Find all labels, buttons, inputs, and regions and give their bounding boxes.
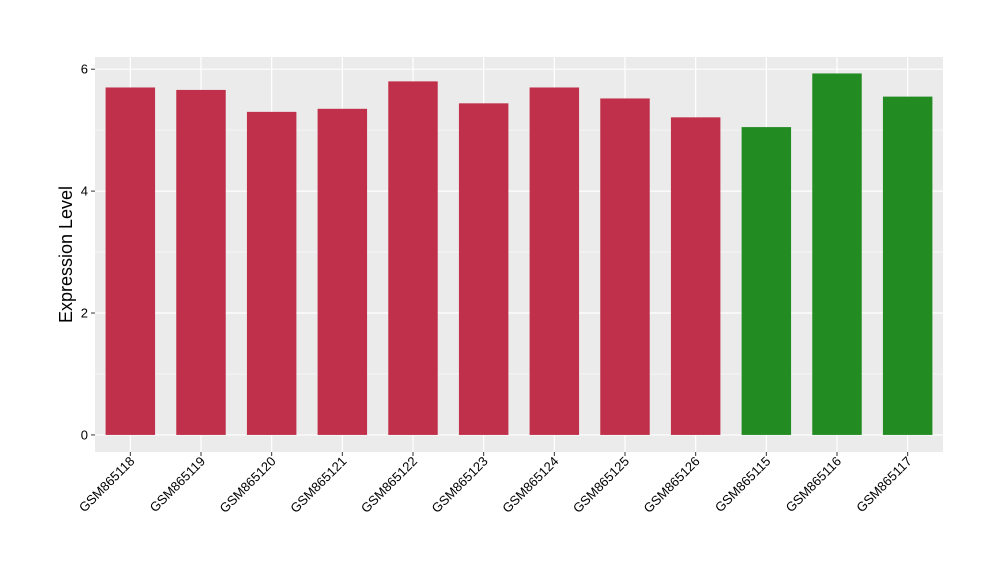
bar-GSM865120 bbox=[246, 111, 297, 435]
x-axis: GSM865118 GSM865119 GSM865120 GSM865121 GSM8… bbox=[76, 452, 915, 516]
x-tick-label: GSM865117 bbox=[853, 454, 915, 516]
bar-GSM865115 bbox=[741, 127, 792, 435]
x-tick-label: GSM865120 bbox=[217, 454, 279, 516]
x-tick-label: GSM865119 bbox=[147, 454, 209, 516]
bar-GSM865123 bbox=[458, 103, 509, 435]
bar-GSM865124 bbox=[529, 87, 580, 435]
x-tick-label: GSM865123 bbox=[429, 454, 491, 516]
x-tick-label: GSM865122 bbox=[358, 454, 420, 516]
y-tick-label: 0 bbox=[81, 427, 88, 442]
x-tick-label: GSM865115 bbox=[712, 454, 774, 516]
bar-GSM865121 bbox=[317, 108, 368, 435]
bar-GSM865117 bbox=[882, 96, 933, 435]
bars bbox=[105, 73, 933, 435]
y-tick-label: 6 bbox=[81, 62, 88, 77]
x-tick-label: GSM865121 bbox=[287, 454, 349, 516]
bar-GSM865122 bbox=[388, 81, 438, 435]
grid-minor bbox=[95, 129, 943, 375]
x-tick-label: GSM865118 bbox=[76, 454, 138, 516]
bar-GSM865119 bbox=[176, 89, 226, 435]
y-tick-label: 2 bbox=[81, 306, 88, 321]
y-axis-label: Expression Level bbox=[56, 186, 76, 323]
plot-panel bbox=[95, 57, 943, 452]
x-tick-label: GSM865125 bbox=[570, 454, 632, 516]
x-tick-label: GSM865126 bbox=[641, 454, 703, 516]
bar-GSM865116 bbox=[812, 73, 862, 435]
bar-GSM865125 bbox=[600, 98, 650, 435]
bar-GSM865118 bbox=[105, 87, 156, 435]
y-tick-label: 4 bbox=[81, 184, 88, 199]
x-tick-label: GSM865124 bbox=[499, 454, 561, 516]
bar-GSM865126 bbox=[670, 117, 721, 435]
x-tick-label: GSM865116 bbox=[783, 454, 845, 516]
y-axis: 0 2 4 6 bbox=[81, 62, 95, 442]
